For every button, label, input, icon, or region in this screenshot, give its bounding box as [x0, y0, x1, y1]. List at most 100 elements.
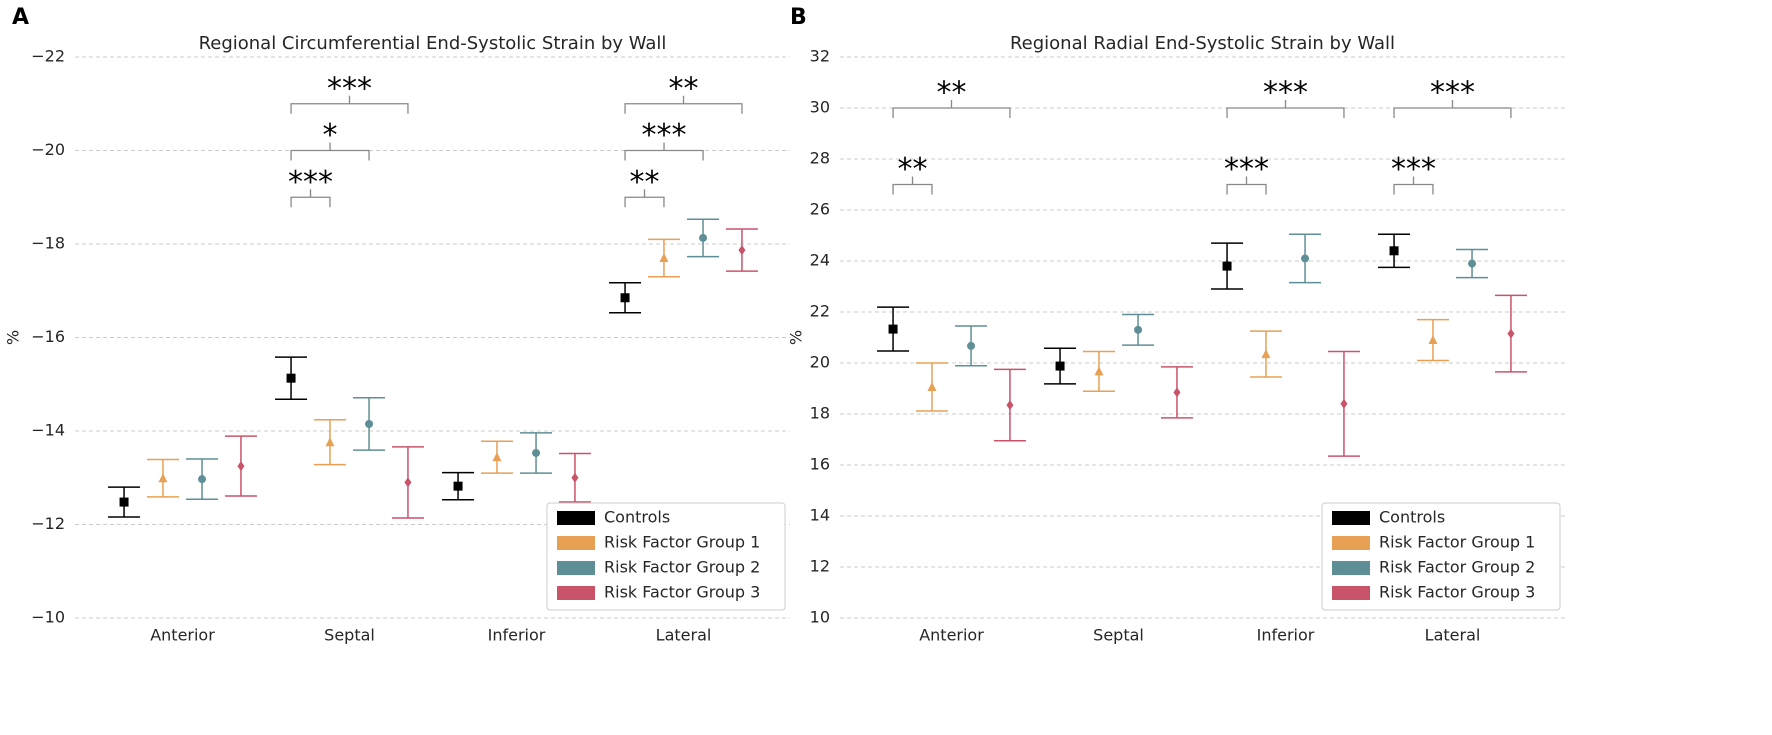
chart-title: Regional Circumferential End-Systolic St… — [199, 33, 667, 54]
legend-label: Risk Factor Group 2 — [604, 558, 760, 577]
legend-swatch — [557, 536, 595, 550]
marker — [1094, 366, 1104, 376]
marker — [1006, 400, 1014, 411]
x-tick-label: Lateral — [1425, 626, 1481, 645]
marker — [453, 481, 463, 491]
legend-swatch — [1332, 511, 1370, 525]
y-tick-label: 26 — [810, 200, 830, 219]
y-tick-label: −20 — [31, 140, 65, 159]
marker — [532, 448, 541, 457]
marker — [967, 341, 976, 350]
y-tick-label: −18 — [31, 234, 65, 253]
marker — [1468, 259, 1477, 268]
x-tick-label: Anterior — [919, 626, 984, 645]
y-tick-label: 20 — [810, 353, 830, 372]
significance-label: *** — [1430, 76, 1475, 111]
marker — [365, 419, 374, 428]
y-tick-label: 28 — [810, 149, 830, 168]
marker — [198, 475, 207, 484]
significance-label: ** — [630, 165, 660, 200]
y-tick-label: 16 — [810, 455, 830, 474]
legend-label: Controls — [1379, 508, 1445, 527]
x-tick-label: Lateral — [656, 626, 712, 645]
significance-bracket — [892, 100, 1011, 118]
x-tick-label: Septal — [324, 626, 375, 645]
y-tick-label: 30 — [810, 98, 830, 117]
y-tick-label: −16 — [31, 327, 65, 346]
legend-box — [546, 502, 786, 611]
significance-bracket — [1226, 176, 1267, 195]
y-tick-label: −14 — [31, 421, 65, 440]
significance-label: *** — [288, 165, 333, 200]
marker — [492, 452, 502, 462]
legend-swatch — [1332, 561, 1370, 575]
significance-label: ** — [669, 71, 699, 106]
marker — [620, 293, 630, 303]
significance-bracket — [290, 95, 409, 114]
marker — [1428, 335, 1438, 345]
chart-title: Regional Radial End-Systolic Strain by W… — [1010, 33, 1395, 54]
legend-swatch — [557, 586, 595, 600]
legend-label: Controls — [604, 508, 670, 527]
marker — [927, 381, 937, 391]
y-axis-label: % — [787, 330, 806, 345]
significance-bracket — [624, 95, 743, 114]
y-tick-label: −22 — [31, 47, 65, 66]
marker — [237, 461, 245, 472]
x-tick-label: Septal — [1093, 626, 1144, 645]
significance-label: ** — [898, 152, 928, 187]
legend-label: Risk Factor Group 2 — [1379, 558, 1535, 577]
x-tick-label: Inferior — [488, 626, 546, 645]
y-tick-label: 14 — [810, 506, 830, 525]
legend-swatch — [557, 511, 595, 525]
legend-label: Risk Factor Group 1 — [604, 533, 760, 552]
marker — [1134, 325, 1143, 334]
marker — [1261, 349, 1271, 359]
legend-label: Risk Factor Group 1 — [1379, 533, 1535, 552]
marker — [1055, 361, 1065, 371]
x-tick-label: Inferior — [1257, 626, 1315, 645]
panel-label: A — [12, 5, 29, 30]
significance-bracket — [1393, 100, 1512, 118]
legend-label: Risk Factor Group 3 — [1379, 583, 1535, 602]
y-tick-label: 24 — [810, 251, 830, 270]
marker — [659, 253, 669, 263]
y-tick-label: 32 — [810, 47, 830, 66]
significance-bracket — [624, 142, 704, 161]
marker — [158, 473, 168, 483]
significance-label: *** — [327, 71, 372, 106]
marker — [1301, 254, 1310, 263]
y-tick-label: −10 — [31, 608, 65, 627]
marker — [1389, 246, 1399, 256]
marker — [571, 472, 579, 483]
marker — [1507, 328, 1515, 339]
marker — [325, 437, 335, 447]
x-tick-label: Anterior — [150, 626, 215, 645]
marker — [119, 497, 129, 507]
significance-bracket — [1226, 100, 1345, 118]
significance-bracket — [290, 189, 331, 208]
significance-label: *** — [1224, 152, 1269, 187]
panel-label: B — [790, 5, 807, 30]
marker — [1340, 398, 1348, 409]
y-tick-label: 12 — [810, 557, 830, 576]
significance-bracket — [1393, 176, 1434, 195]
y-axis-label: % — [4, 330, 23, 345]
marker — [1173, 387, 1181, 398]
y-tick-label: 22 — [810, 302, 830, 321]
y-tick-label: 10 — [810, 608, 830, 627]
marker — [1222, 261, 1232, 271]
y-tick-label: 18 — [810, 404, 830, 423]
marker — [404, 477, 412, 488]
significance-label: *** — [642, 118, 687, 153]
marker — [699, 233, 708, 242]
significance-label: *** — [1391, 152, 1436, 187]
significance-bracket — [624, 189, 665, 208]
significance-label: * — [323, 118, 338, 153]
marker — [286, 373, 296, 383]
marker — [738, 245, 746, 256]
y-tick-label: −12 — [31, 514, 65, 533]
legend-swatch — [557, 561, 595, 575]
legend-swatch — [1332, 536, 1370, 550]
legend-label: Risk Factor Group 3 — [604, 583, 760, 602]
